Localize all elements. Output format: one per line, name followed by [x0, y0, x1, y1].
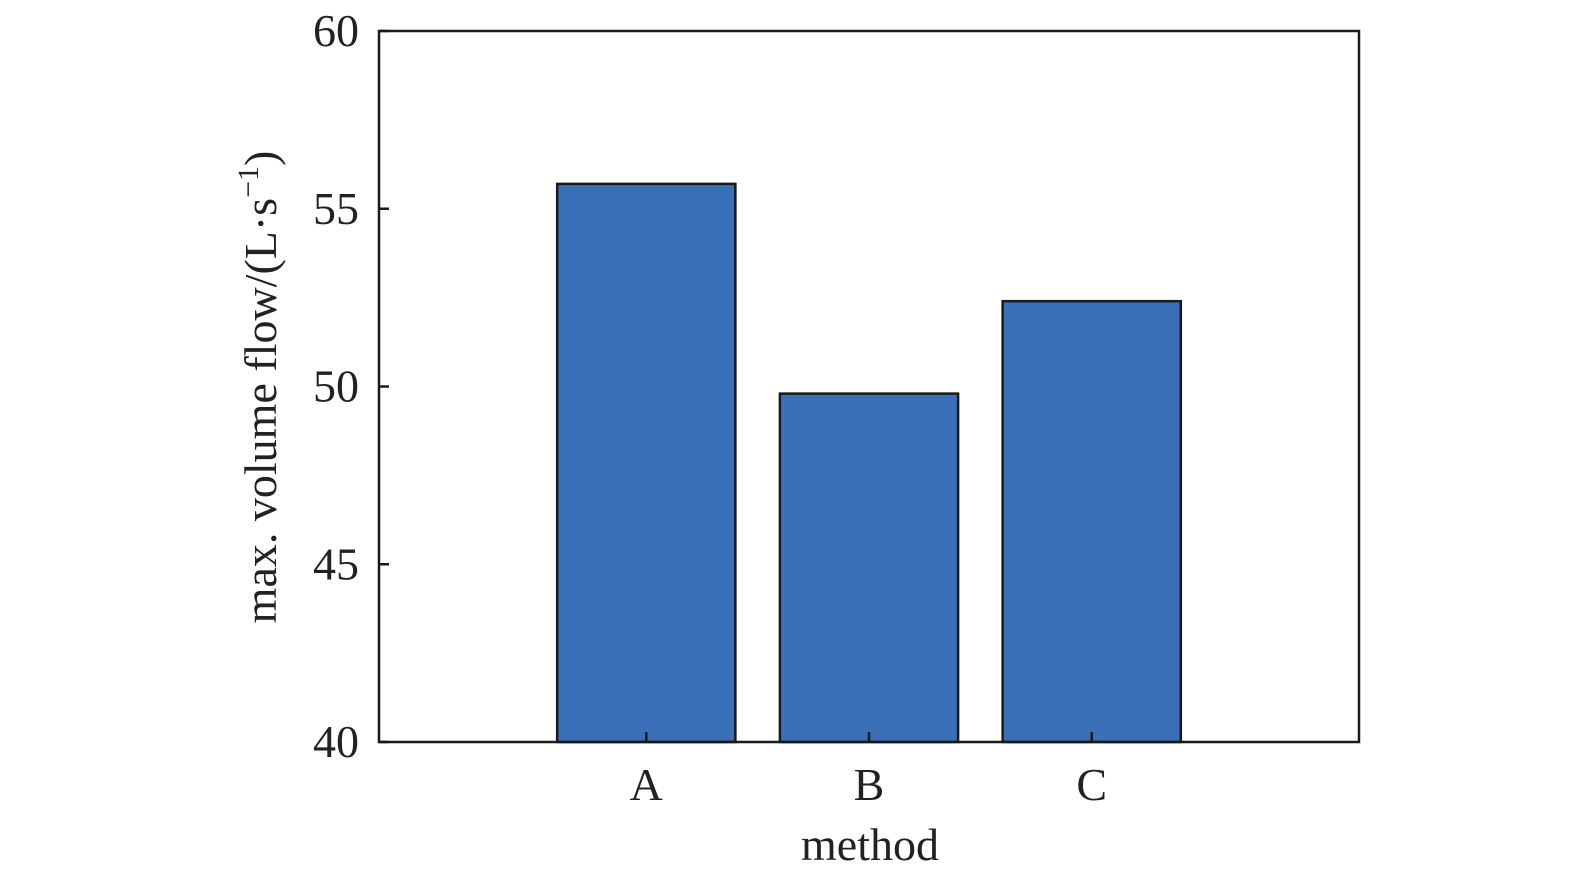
x-tick-label-c: C: [1076, 759, 1107, 810]
y-axis-title: max. volume flow/(L·s−1): [232, 151, 286, 624]
y-tick-label-40: 40: [313, 716, 359, 767]
bar-a: [555, 182, 737, 744]
y-axis-title-main: max. volume flow/(L·s: [235, 198, 286, 623]
y-tick-label-55: 55: [313, 183, 359, 234]
y-axis-title-close: ): [235, 151, 286, 166]
x-tick-label-a: A: [630, 759, 663, 810]
x-axis-title: method: [801, 819, 939, 870]
ticks-group: A B C 40 45 50 55 60: [313, 5, 1107, 810]
y-axis-title-superscript: −1: [232, 166, 265, 198]
y-tick-label-45: 45: [313, 538, 359, 589]
y-tick-label-60: 60: [313, 5, 359, 56]
bar-c: [1001, 299, 1183, 744]
y-tick-label-50: 50: [313, 361, 359, 412]
x-tick-label-b: B: [854, 759, 885, 810]
bars-group: [555, 182, 1183, 744]
bar-b: [778, 392, 960, 744]
